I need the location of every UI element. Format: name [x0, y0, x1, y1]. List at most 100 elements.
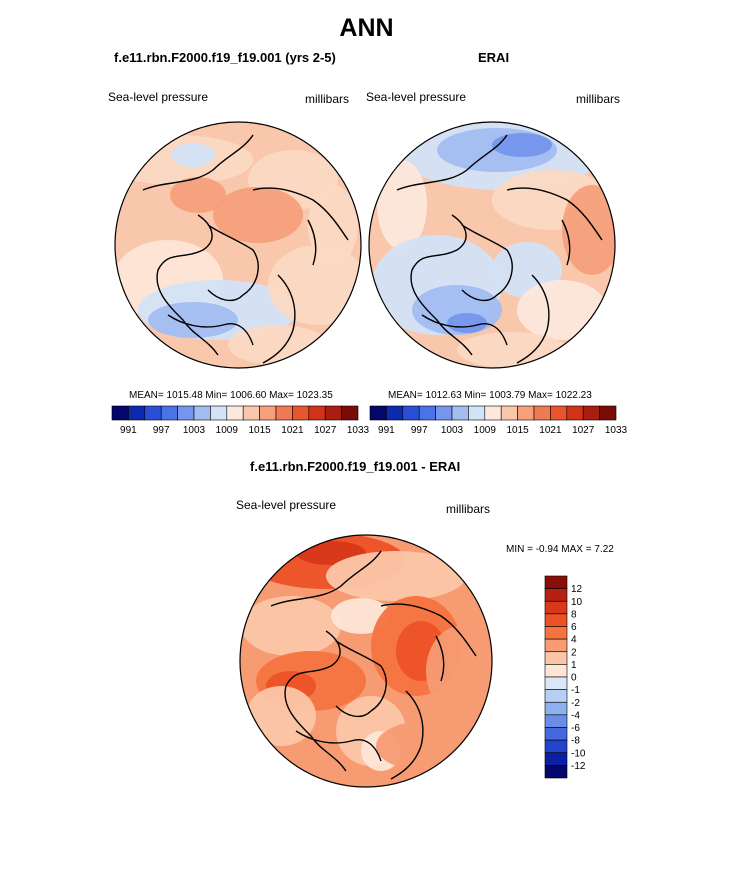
coastline-4 — [252, 187, 349, 241]
field-region-14 — [376, 721, 476, 771]
map-3 — [240, 535, 492, 787]
colorbar-box — [292, 405, 310, 421]
colorbar-box — [144, 405, 162, 421]
colorbar-box — [242, 405, 260, 421]
colorbar-box — [544, 739, 568, 754]
colorbar-box — [111, 405, 129, 421]
colorbar-tick-label: -1 — [571, 685, 580, 696]
coastline-6 — [435, 635, 445, 682]
panel-1-stats: MEAN= 1015.48 Min= 1006.60 Max= 1023.35 — [129, 390, 333, 401]
coastline-7 — [167, 314, 254, 346]
panel-2-stats: MEAN= 1012.63 Min= 1003.79 Max= 1022.23 — [388, 390, 592, 401]
colorbar-tick-label: 0 — [571, 673, 577, 684]
field-region-11 — [426, 626, 492, 716]
field-region-5 — [170, 177, 226, 213]
colorbar-box — [533, 405, 551, 421]
coastline-4 — [506, 187, 603, 241]
colorbar-tick-label: 1003 — [183, 425, 206, 436]
coastline-2 — [156, 214, 219, 356]
colorbar-tick-label: 1033 — [347, 425, 370, 436]
colorbar-tick-label: 1009 — [474, 425, 497, 436]
colorbar-box — [544, 600, 568, 615]
coastline-6 — [561, 219, 571, 266]
colorbar-tick-label: -4 — [571, 710, 580, 721]
field-region-4 — [213, 187, 303, 243]
panel-1-title: f.e11.rbn.F2000.f19_f19.001 (yrs 2-5) — [114, 50, 336, 65]
colorbar-tick-label: 997 — [153, 425, 170, 436]
colorbar-box — [550, 405, 568, 421]
coastline-4 — [380, 603, 477, 657]
colorbar-tick-label: 8 — [571, 609, 577, 620]
field-region-9 — [447, 313, 487, 333]
map-boundary — [239, 534, 493, 788]
colorbar-box — [544, 664, 568, 678]
colorbar-box — [468, 405, 486, 421]
colorbar-tick-label: -12 — [571, 761, 586, 772]
colorbar-tick-label: -8 — [571, 736, 580, 747]
colorbar-box — [308, 405, 326, 421]
colorbar-box — [544, 575, 568, 589]
colorbar-box — [544, 613, 568, 627]
coastline-1 — [270, 550, 382, 607]
colorbar-box — [544, 588, 568, 602]
colorbar-box — [544, 714, 568, 728]
colorbar-box — [500, 405, 518, 421]
colorbar-tick-label: 1015 — [248, 425, 271, 436]
colorbar-tick-label: 10 — [571, 597, 583, 608]
colorbar-box — [544, 676, 568, 690]
field-region-2 — [171, 143, 215, 167]
panel-3-variable-label: Sea-level pressure — [236, 498, 337, 512]
colorbar-box — [544, 701, 568, 716]
map-1 — [115, 122, 361, 368]
colorbar-tick-label: 1021 — [281, 425, 304, 436]
colorbar-box — [566, 405, 584, 421]
colorbar-box — [402, 405, 420, 421]
field-region-4 — [377, 160, 427, 250]
colorbar-tick-label: -2 — [571, 698, 580, 709]
colorbar-box — [517, 405, 535, 421]
colorbar-box — [582, 405, 600, 421]
field-region-11 — [228, 325, 328, 365]
colorbar-box — [418, 405, 436, 421]
colorbar-box — [341, 405, 359, 421]
panel-3-stats: MIN = -0.94 MAX = 7.22 — [506, 544, 614, 555]
panel-2-title: ERAI — [478, 50, 510, 65]
colorbar-tick-label: -10 — [571, 748, 586, 759]
coastline-7 — [295, 730, 382, 762]
colorbar-tick-label: 991 — [378, 425, 395, 436]
coastline-5 — [262, 274, 296, 364]
page-title: ANN — [339, 14, 394, 42]
colorbar-tick-label: 991 — [120, 425, 137, 436]
colorbar-box — [544, 765, 568, 779]
colorbar-tick-label: 1021 — [539, 425, 562, 436]
colorbar-box — [544, 752, 568, 766]
coastline-3 — [461, 224, 513, 302]
colorbar-box — [193, 405, 211, 421]
colorbar-tick-label: 1 — [571, 660, 577, 671]
colorbar-box — [128, 405, 146, 421]
colorbar-tick-label: 1027 — [314, 425, 337, 436]
colorbar-box — [324, 405, 342, 421]
colorbar-box — [544, 651, 568, 665]
field-region-3 — [492, 133, 552, 157]
colorbar-tick-label: -6 — [571, 723, 580, 734]
panel-2-variable-label: Sea-level pressure — [366, 90, 467, 104]
field-region-11 — [517, 280, 607, 340]
colorbar-box — [544, 689, 568, 703]
field-region-3 — [326, 551, 466, 601]
coastline-5 — [390, 690, 424, 780]
panel-1-units-label: millibars — [305, 92, 350, 106]
colorbar-box — [435, 405, 453, 421]
coastline-2 — [284, 630, 347, 772]
coastline-6 — [307, 219, 317, 266]
map-boundary — [114, 121, 362, 369]
colorbar-1: 991 997 1003 1009 1015 1021 1027 1033 — [111, 405, 370, 436]
colorbar-box — [599, 405, 617, 421]
colorbar-box — [386, 405, 404, 421]
colorbar-box — [484, 405, 502, 421]
coastline-7 — [421, 314, 508, 346]
coastline-2 — [410, 214, 473, 356]
colorbar-tick-label: 997 — [411, 425, 428, 436]
